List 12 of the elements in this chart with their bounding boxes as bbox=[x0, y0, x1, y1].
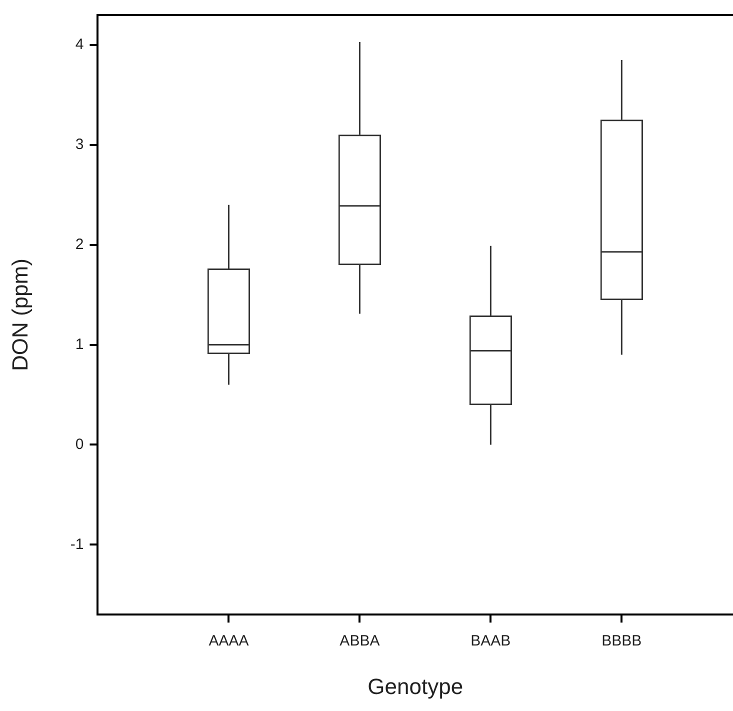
y-axis-title: DON (ppm) bbox=[7, 258, 32, 372]
y-tick-label: 0 bbox=[75, 436, 84, 453]
x-tick-label: ABBA bbox=[340, 632, 380, 650]
x-axis-title: Genotype bbox=[368, 674, 464, 699]
y-tick-label: -1 bbox=[70, 536, 84, 553]
x-tick-label: BBBB bbox=[602, 632, 642, 650]
y-tick-label: 2 bbox=[75, 236, 84, 253]
x-tick-label: AAAA bbox=[208, 632, 249, 650]
y-tick-label: 1 bbox=[75, 336, 84, 353]
x-tick-label: BAAB bbox=[470, 632, 511, 650]
y-tick-label: 3 bbox=[75, 136, 84, 154]
y-tick-label: 4 bbox=[75, 36, 84, 54]
